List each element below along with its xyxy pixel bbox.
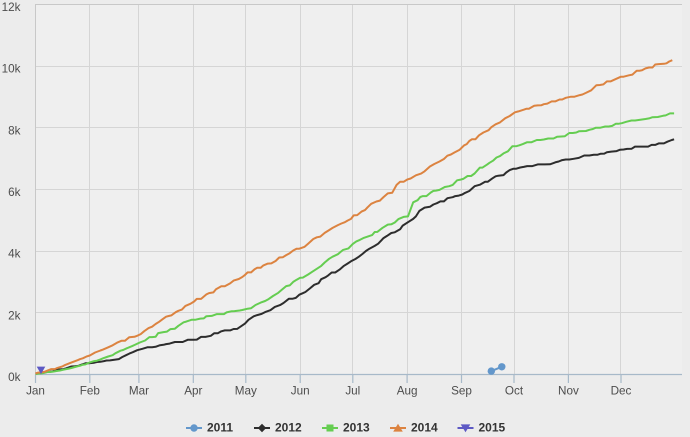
svg-text:Dec: Dec — [611, 385, 632, 398]
svg-text:Jun: Jun — [291, 385, 310, 398]
svg-text:2k: 2k — [8, 309, 21, 322]
svg-text:Jul: Jul — [345, 385, 360, 398]
svg-text:Feb: Feb — [80, 385, 101, 398]
svg-text:Aug: Aug — [397, 385, 418, 398]
svg-text:2011: 2011 — [207, 421, 233, 435]
svg-text:2013: 2013 — [343, 421, 370, 435]
svg-text:4k: 4k — [8, 248, 21, 261]
svg-text:8k: 8k — [8, 124, 21, 137]
svg-text:Jan: Jan — [26, 385, 45, 398]
svg-text:10k: 10k — [2, 63, 21, 76]
svg-text:2015: 2015 — [479, 421, 506, 435]
svg-text:0k: 0k — [8, 371, 21, 384]
svg-text:Nov: Nov — [558, 385, 579, 398]
svg-text:Oct: Oct — [505, 385, 524, 398]
svg-text:May: May — [235, 385, 257, 398]
svg-text:2014: 2014 — [411, 421, 438, 435]
svg-text:Mar: Mar — [129, 385, 149, 398]
svg-text:Apr: Apr — [184, 385, 202, 398]
svg-text:12k: 12k — [2, 1, 21, 14]
svg-text:6k: 6k — [8, 186, 21, 199]
svg-text:2012: 2012 — [275, 421, 302, 435]
svg-text:Sep: Sep — [451, 385, 472, 398]
